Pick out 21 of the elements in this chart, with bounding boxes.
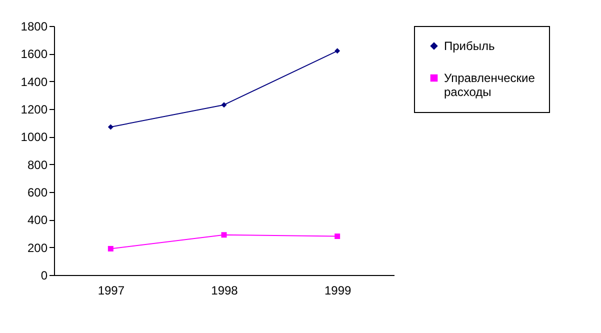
y-tick-label: 600: [27, 186, 48, 200]
y-tick-label: 1800: [20, 20, 48, 34]
y-tick-label: 1600: [20, 47, 48, 62]
point: [108, 124, 114, 130]
legend-label: Управленческие расходы: [444, 71, 536, 99]
x-tick-label: 1998: [211, 284, 238, 298]
x-tick-label: 1997: [98, 284, 125, 298]
x-tick-label: 1999: [324, 284, 352, 298]
y-tick-label: 800: [27, 158, 48, 172]
y-tick-label: 200: [27, 240, 48, 255]
point: [108, 246, 114, 252]
y-tick-label: 400: [27, 213, 48, 228]
y-tick-label: 1000: [20, 130, 48, 144]
point: [334, 48, 340, 54]
legend-label: Прибыль: [444, 39, 495, 53]
y-tick-label: 0: [40, 268, 48, 282]
point: [334, 234, 340, 240]
y-tick-label: 1200: [20, 102, 48, 116]
point: [221, 232, 227, 238]
y-tick-label: 1400: [20, 74, 48, 89]
point: [221, 102, 227, 108]
